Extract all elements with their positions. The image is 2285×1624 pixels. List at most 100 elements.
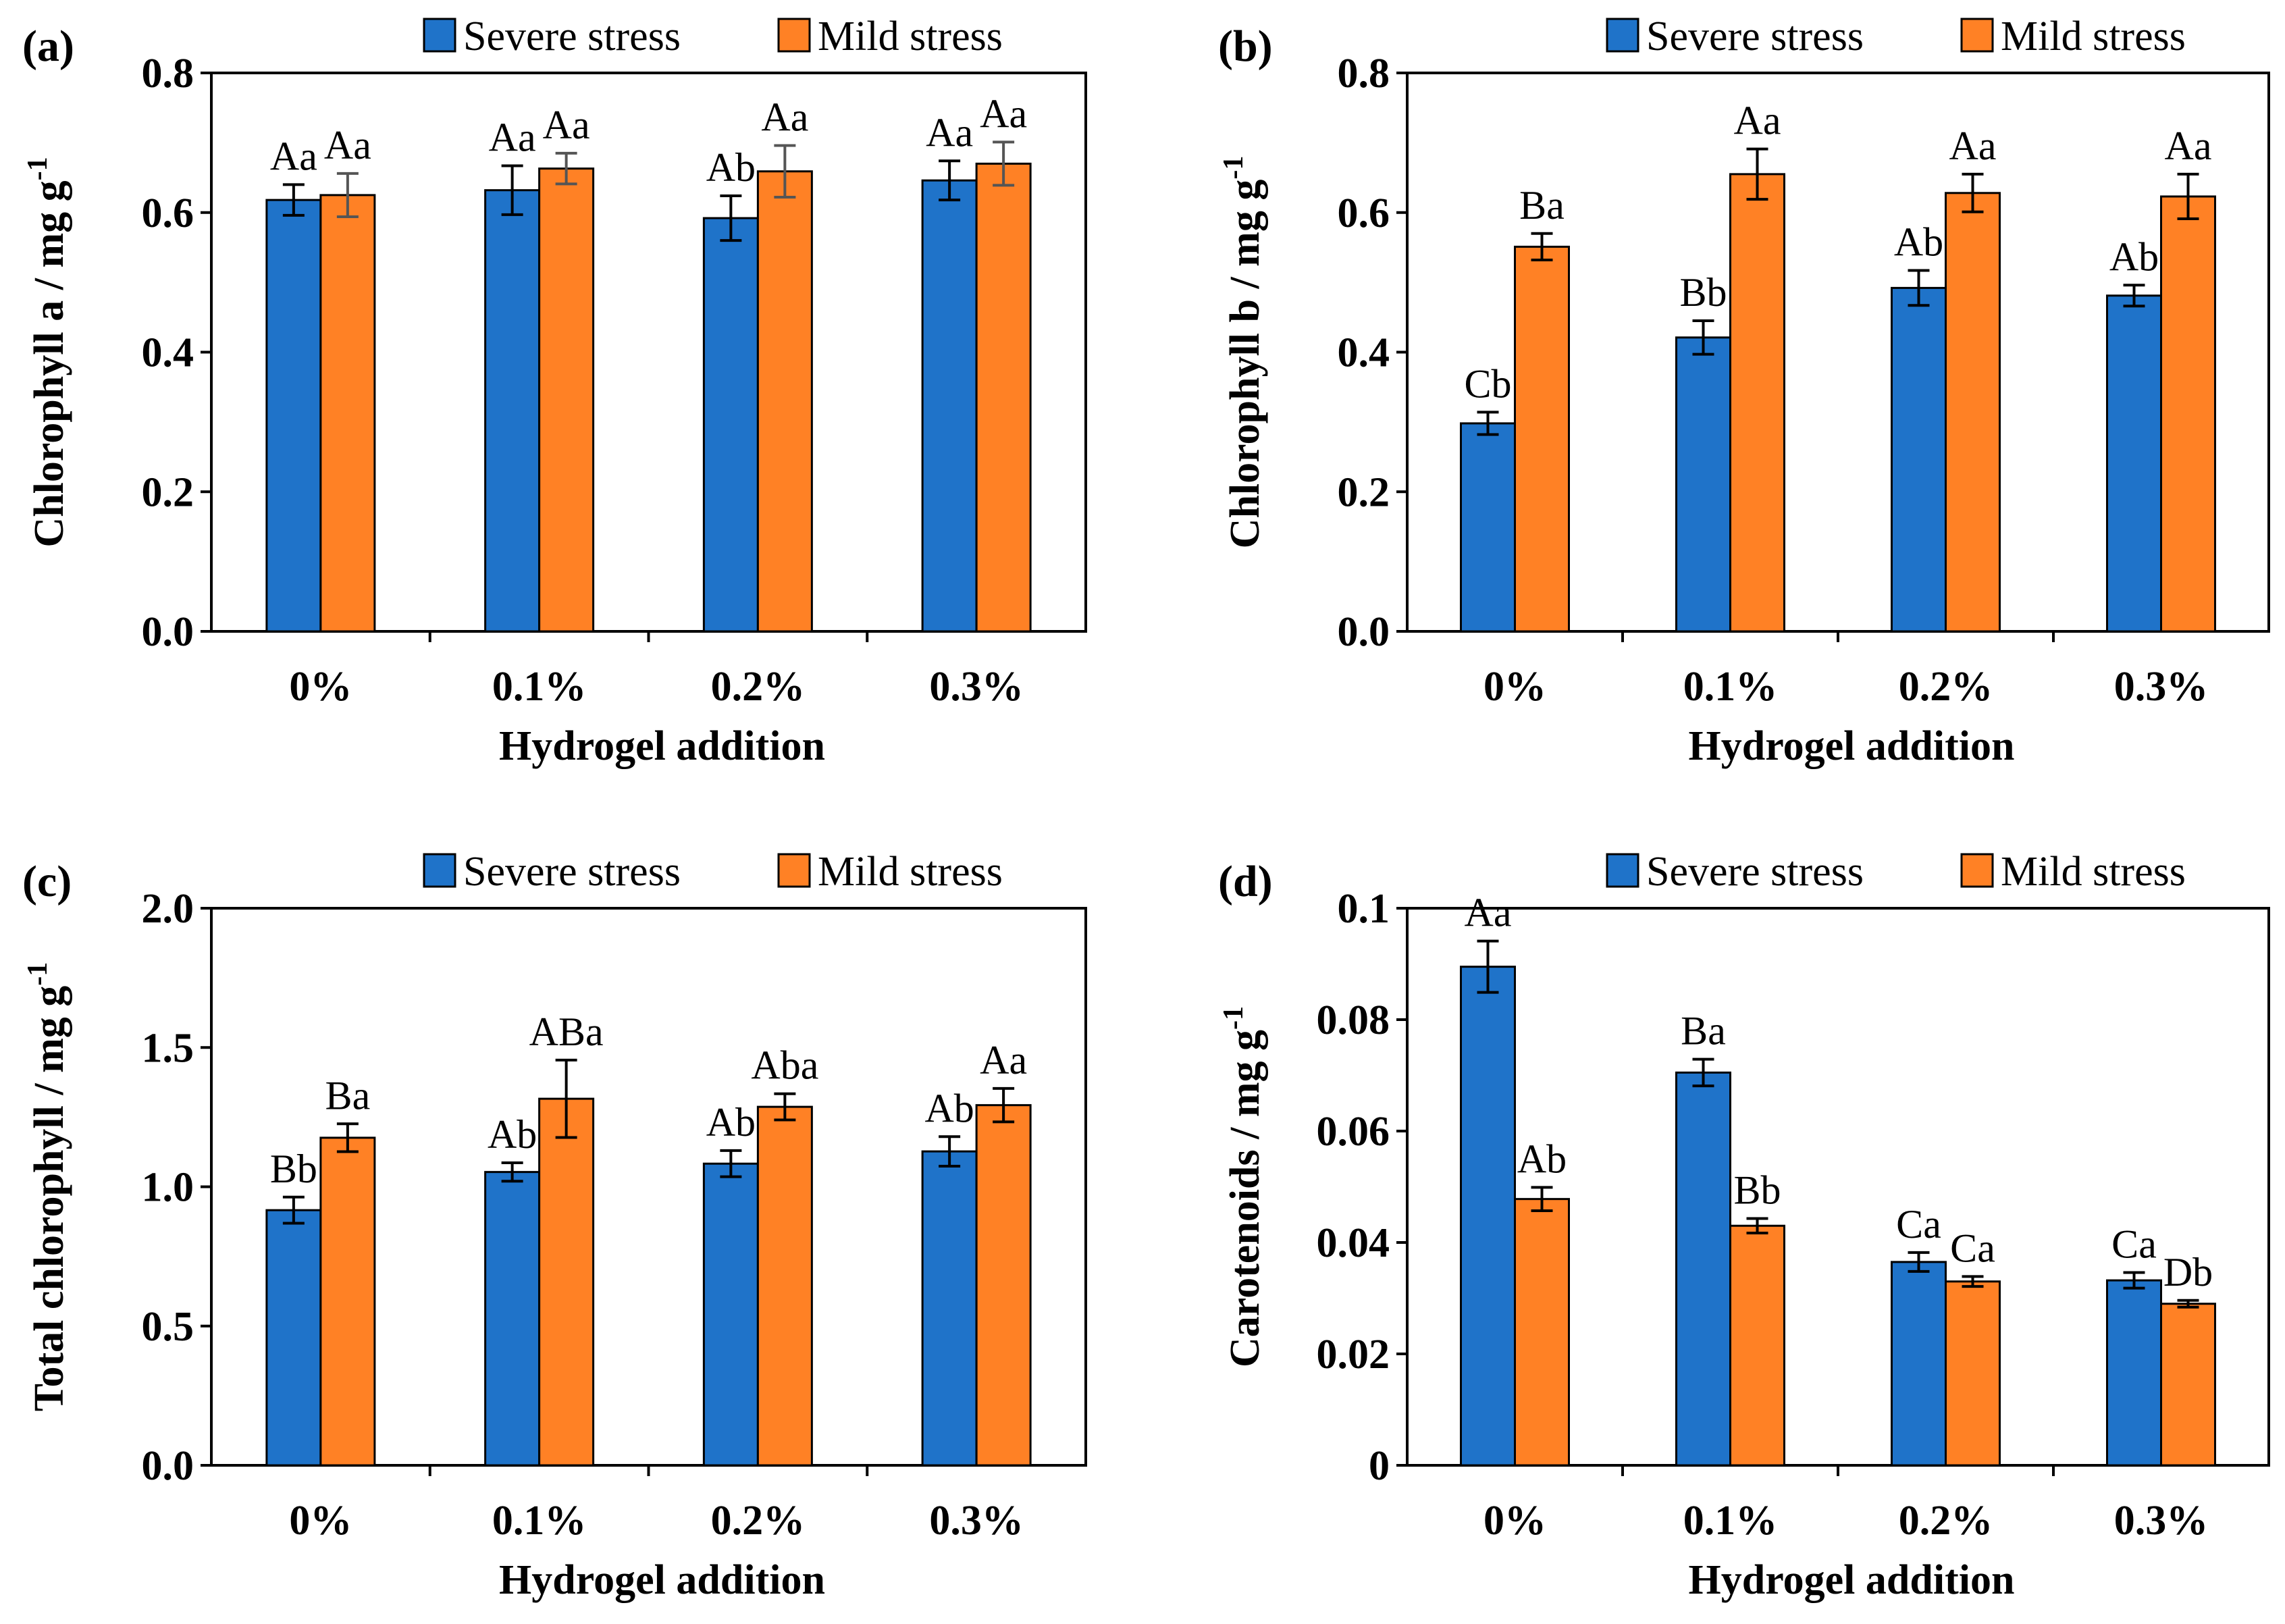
y-tick-label: 0.0 bbox=[142, 1443, 194, 1489]
significance-label: Aa bbox=[980, 1038, 1027, 1082]
bar bbox=[265, 1209, 322, 1467]
significance-label: Aa bbox=[270, 134, 317, 178]
significance-label: Ab bbox=[1894, 220, 1943, 265]
error-bar bbox=[993, 140, 1015, 187]
x-tick-label: 0.1% bbox=[1683, 664, 1778, 710]
bar bbox=[1675, 336, 1731, 633]
legend-swatch bbox=[777, 853, 811, 888]
y-tick-label: 0.0 bbox=[1338, 609, 1390, 655]
error-bar bbox=[939, 1135, 961, 1168]
significance-label: Aa bbox=[761, 95, 808, 140]
legend: Severe stress Mild stress bbox=[1606, 849, 2186, 895]
x-tick-label: 0% bbox=[289, 1498, 352, 1544]
error-bar bbox=[2177, 1299, 2199, 1309]
significance-label: Aa bbox=[980, 91, 1027, 136]
legend-entry: Severe stress bbox=[463, 849, 681, 895]
x-tick-label: 0.3% bbox=[929, 664, 1024, 710]
error-bar bbox=[1477, 939, 1499, 994]
significance-label: Ca bbox=[1896, 1202, 1941, 1247]
error-bar bbox=[2123, 1271, 2145, 1290]
y-tick-label: 1.5 bbox=[142, 1025, 194, 1071]
x-tick-label: 0.1% bbox=[492, 1498, 587, 1544]
significance-label: Ba bbox=[325, 1073, 371, 1118]
bar bbox=[702, 1162, 759, 1467]
y-axis-title: Carotenoids / mg g-1 bbox=[1218, 1006, 1268, 1367]
y-tick-label: 0.5 bbox=[142, 1304, 194, 1350]
error-bar bbox=[1908, 269, 1930, 307]
bar bbox=[702, 217, 759, 633]
error-bar bbox=[501, 1161, 523, 1183]
significance-label: Db bbox=[2163, 1250, 2213, 1294]
y-tick-label: 0.4 bbox=[1338, 330, 1390, 376]
legend-entry: Mild stress bbox=[818, 849, 1003, 895]
significance-label: Aa bbox=[2165, 124, 2212, 168]
bar bbox=[2106, 1279, 2162, 1467]
significance-label: Bb bbox=[1733, 1168, 1781, 1213]
legend: Severe stress Mild stress bbox=[423, 849, 1003, 895]
significance-label: Aa bbox=[1949, 124, 1997, 168]
bar bbox=[975, 162, 1032, 633]
error-bar bbox=[1531, 232, 1553, 262]
y-axis-title: Total chlorophyll / mg g-1 bbox=[22, 962, 72, 1411]
x-tick-label: 0% bbox=[1483, 664, 1546, 710]
legend-entry: Mild stress bbox=[2001, 849, 2186, 895]
bar bbox=[975, 1104, 1032, 1467]
error-bar bbox=[939, 159, 961, 202]
error-bar bbox=[1746, 147, 1768, 201]
x-tick-label: 0.1% bbox=[1683, 1498, 1778, 1544]
significance-label: Ab bbox=[706, 145, 756, 190]
bar bbox=[2160, 1303, 2216, 1467]
error-bar bbox=[1962, 1275, 1984, 1288]
significance-label: Ab bbox=[2109, 234, 2159, 279]
error-bar bbox=[774, 1092, 796, 1122]
legend-swatch bbox=[423, 853, 456, 888]
legend-swatch bbox=[777, 18, 811, 53]
error-bar bbox=[2123, 284, 2145, 308]
bar bbox=[1514, 1198, 1570, 1467]
y-tick-label: 0.4 bbox=[142, 330, 194, 376]
y-axis-title: Chlorophyll a / mg g-1 bbox=[22, 157, 72, 547]
panel-label: (d) bbox=[1218, 857, 1273, 906]
y-tick-label: 0.02 bbox=[1317, 1332, 1390, 1378]
y-tick-label: 0.2 bbox=[1338, 469, 1390, 515]
significance-label: Cb bbox=[1464, 361, 1511, 406]
significance-label: Ab bbox=[1517, 1136, 1567, 1181]
bar bbox=[1945, 192, 2001, 633]
significance-label: Aa bbox=[926, 110, 973, 155]
error-bar bbox=[555, 1058, 577, 1139]
significance-label: Ca bbox=[2111, 1222, 2157, 1267]
bar bbox=[1891, 1261, 1947, 1467]
bar bbox=[921, 179, 978, 633]
bar bbox=[1460, 422, 1516, 633]
x-tick-label: 0.2% bbox=[1899, 1498, 1993, 1544]
significance-label: Bb bbox=[270, 1147, 317, 1191]
y-tick-label: 0.0 bbox=[142, 609, 194, 655]
bar bbox=[319, 1136, 376, 1467]
legend-swatch bbox=[1606, 18, 1639, 53]
significance-label: Ab bbox=[488, 1112, 537, 1157]
panel-b: 0.0 0.2 0.4 0.6 0.8 0% 0.1% 0.2% 0.3% Cb Bb Ab Ab Ba A… bbox=[1218, 14, 2270, 769]
bar bbox=[319, 194, 376, 633]
x-tick-label: 0% bbox=[289, 664, 352, 710]
y-tick-label: 0.04 bbox=[1317, 1220, 1390, 1266]
bar bbox=[1460, 966, 1516, 1467]
error-bar bbox=[1477, 411, 1499, 436]
legend-swatch bbox=[1960, 853, 1994, 888]
bar bbox=[2106, 294, 2162, 633]
x-axis-title: Hydrogel addition bbox=[1689, 723, 2015, 769]
y-tick-label: 0.8 bbox=[1338, 51, 1390, 97]
bar bbox=[2160, 195, 2216, 633]
error-bar bbox=[1692, 319, 1714, 356]
legend-swatch bbox=[1960, 18, 1994, 53]
significance-label: Ca bbox=[1950, 1226, 1995, 1270]
error-bar bbox=[336, 1122, 359, 1153]
panel-label: (c) bbox=[22, 857, 72, 906]
bar bbox=[538, 167, 595, 633]
error-bar bbox=[336, 172, 359, 218]
y-tick-label: 0 bbox=[1369, 1443, 1390, 1489]
x-tick-label: 0.2% bbox=[711, 1498, 806, 1544]
significance-label: Aa bbox=[489, 115, 536, 159]
significance-label: Aa bbox=[1465, 891, 1512, 935]
significance-label: Ba bbox=[1681, 1009, 1726, 1053]
